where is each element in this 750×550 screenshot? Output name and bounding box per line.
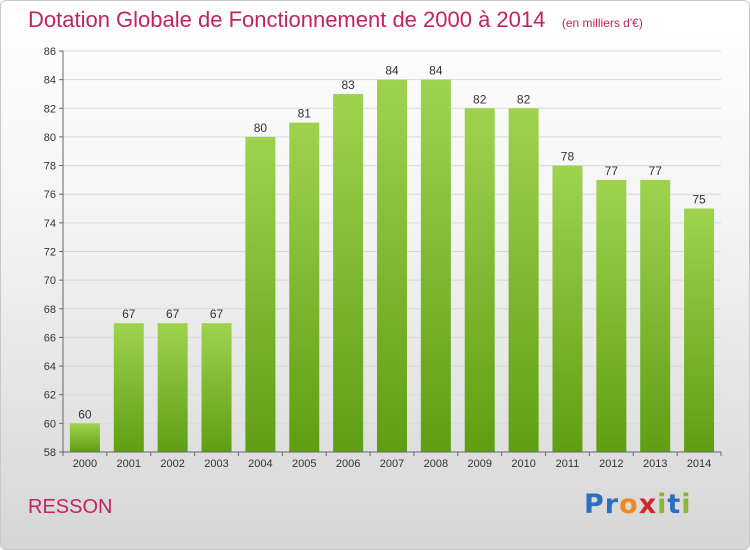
x-tick-label: 2012	[599, 458, 623, 470]
bar-value-label: 77	[649, 164, 663, 178]
logo-letter: o	[619, 489, 639, 520]
x-tick-label: 2004	[248, 458, 272, 470]
bar-2010	[508, 108, 539, 453]
y-tick-label: 64	[44, 361, 56, 373]
logo-letter: x	[638, 489, 658, 520]
y-tick-label: 68	[44, 304, 56, 316]
x-tick-label: 2009	[467, 458, 491, 470]
y-tick-label: 72	[44, 247, 56, 259]
chart-subtitle: (en milliers d'€)	[561, 16, 643, 30]
bar-2012	[596, 179, 627, 452]
title-row: Dotation Globale de Fonctionnement de 20…	[28, 7, 643, 33]
y-tick-label: 66	[44, 332, 56, 344]
bar-2001	[113, 323, 144, 452]
y-tick-label: 82	[44, 103, 56, 115]
bar-2005	[289, 122, 320, 452]
y-tick-label: 70	[44, 275, 56, 287]
bars: 60 67 67 67 80 81 83 84 84 82 82 78 77 77 75	[69, 64, 715, 453]
chart-title: Dotation Globale de Fonctionnement de 20…	[28, 7, 546, 32]
y-tick-label: 80	[44, 132, 56, 144]
bar-2002	[157, 323, 188, 452]
y-tick-label: 62	[44, 390, 56, 402]
bar-2006	[333, 93, 364, 452]
bar-2014	[684, 208, 715, 452]
bar-value-label: 84	[385, 64, 399, 78]
bar-value-label: 80	[254, 121, 268, 135]
bar-2007	[377, 79, 407, 453]
y-tick-label: 58	[44, 447, 56, 459]
bar-2013	[640, 179, 671, 452]
logo-letter: i	[657, 489, 668, 520]
bar-value-label: 78	[561, 150, 575, 164]
y-tick-label: 76	[44, 189, 56, 201]
x-axis: 2000 2001 2002 2003 2004 2005 2006 2007 2008 2009…	[62, 451, 722, 470]
x-tick-label: 2008	[424, 458, 448, 470]
x-tick-label: 2006	[336, 458, 360, 470]
logo-letter: P	[584, 489, 605, 520]
bar-value-label: 84	[429, 64, 443, 78]
logo-letter: r	[604, 489, 620, 520]
bar-2000	[69, 423, 100, 452]
bar-value-label: 81	[298, 107, 312, 121]
bar-value-label: 67	[210, 307, 224, 321]
bar-2003	[201, 323, 232, 452]
x-tick-label: 2002	[160, 458, 184, 470]
x-tick-label: 2007	[380, 458, 404, 470]
bar-2004	[245, 136, 276, 452]
x-tick-label: 2010	[511, 458, 535, 470]
bar-2008	[420, 79, 451, 453]
y-tick-label: 74	[44, 218, 56, 230]
bar-value-label: 67	[166, 307, 180, 321]
logo-letter: t	[667, 489, 682, 520]
bar-2009	[464, 108, 495, 453]
x-tick-label: 2014	[687, 458, 711, 470]
x-tick-label: 2011	[556, 458, 580, 470]
y-tick-label: 84	[44, 75, 56, 87]
bar-value-label: 77	[605, 164, 619, 178]
x-tick-label: 2013	[643, 458, 667, 470]
bar-value-label: 67	[122, 307, 136, 321]
x-tick-label: 2001	[117, 458, 141, 470]
x-tick-label: 2000	[73, 458, 97, 470]
logo-letter: i	[681, 489, 692, 520]
bar-value-label: 83	[341, 78, 355, 92]
proxiti-logo[interactable]: Proxiti	[584, 489, 692, 520]
bar-value-label: 82	[473, 92, 487, 106]
x-tick-label: 2003	[204, 458, 228, 470]
x-tick-label: 2005	[292, 458, 316, 470]
y-axis: 58 60 62 64 66 68 70 72 74 76 78 80 82 84 86	[44, 46, 64, 459]
y-tick-label: 86	[44, 46, 56, 58]
y-tick-label: 78	[44, 161, 56, 173]
bar-2011	[552, 165, 583, 453]
y-tick-label: 60	[44, 418, 56, 430]
bar-value-label: 82	[517, 92, 531, 106]
bar-value-label: 60	[78, 407, 92, 421]
bar-value-label: 75	[692, 193, 706, 207]
commune-name: RESSON	[28, 496, 113, 518]
